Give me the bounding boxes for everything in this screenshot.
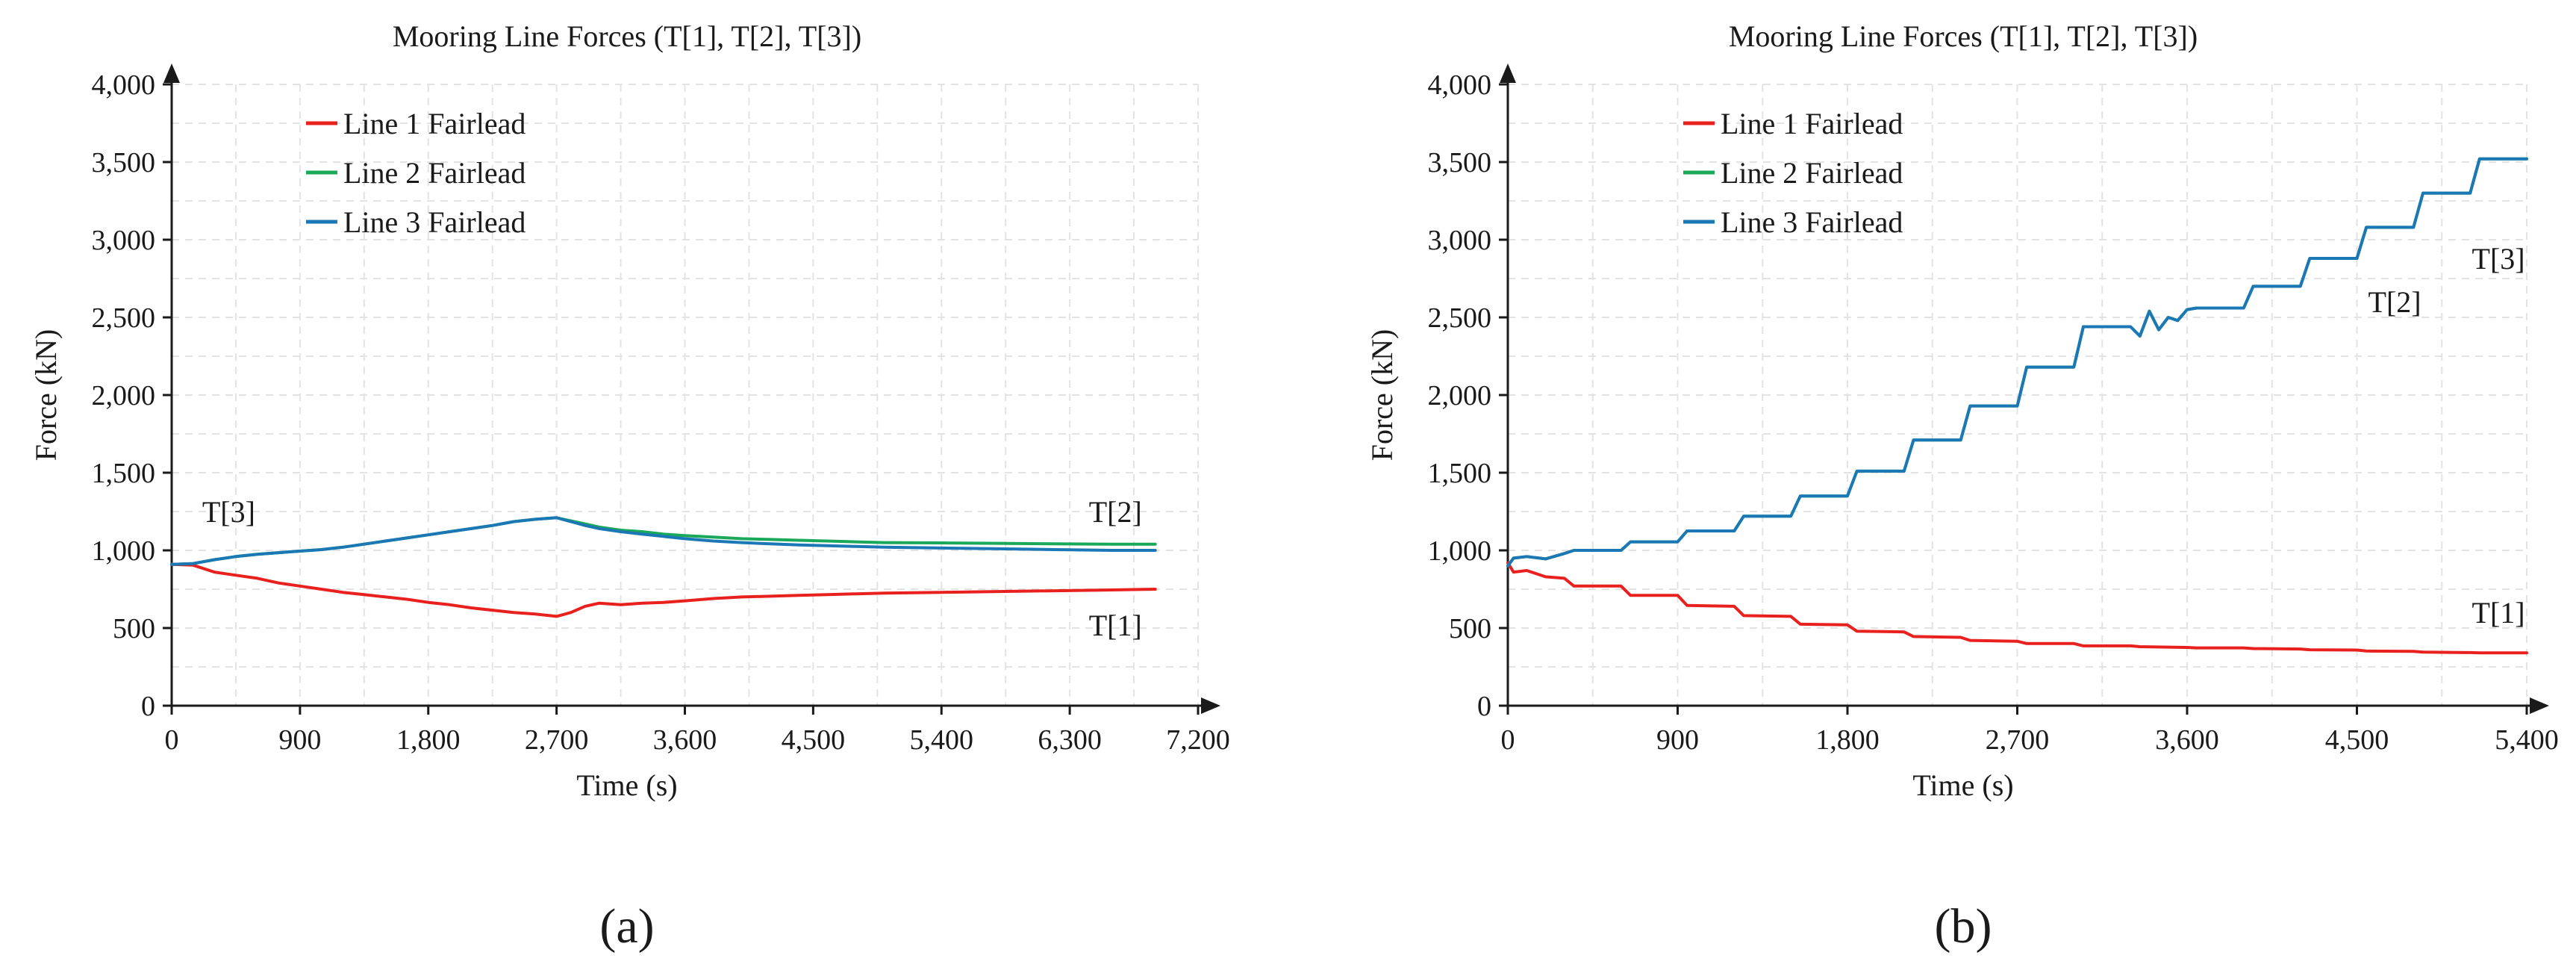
annotation-label: T[1] — [1089, 609, 1142, 642]
legend-label-1: Line 1 Fairlead — [1721, 107, 1903, 140]
gridlines — [1508, 84, 2527, 706]
y-tick-label: 0 — [141, 691, 155, 722]
legend-label-2: Line 2 Fairlead — [1721, 156, 1903, 190]
x-tick-label: 3,600 — [653, 724, 717, 756]
y-tick-label: 4,000 — [1428, 69, 1492, 101]
y-tick-label: 1,000 — [1428, 535, 1492, 567]
x-axis-arrow — [1201, 697, 1220, 714]
x-tick-label: 1,800 — [396, 724, 461, 756]
y-tick-label: 1,500 — [1428, 458, 1492, 489]
x-tick-label: 4,500 — [2325, 724, 2389, 756]
annotation-label: T[2] — [1089, 495, 1142, 529]
x-axis-title: Time (s) — [1912, 768, 2013, 802]
y-tick-label: 3,000 — [1428, 225, 1492, 256]
panel-label: (a) — [599, 899, 654, 954]
gridlines — [172, 84, 1199, 706]
y-tick-label: 1,500 — [92, 458, 156, 489]
x-axis-arrow — [2530, 697, 2549, 714]
x-tick-label: 3,600 — [2155, 724, 2219, 756]
annotation-label: T[2] — [2368, 285, 2421, 319]
y-axis-arrow — [1500, 63, 1516, 83]
series-line-1 — [170, 562, 1157, 618]
y-tick-label: 2,500 — [92, 302, 156, 334]
legend-label-3: Line 3 Fairlead — [1721, 205, 1903, 239]
chart-title: Mooring Line Forces (T[1], T[2], T[3]) — [393, 19, 861, 53]
x-tick-label: 6,300 — [1038, 724, 1102, 756]
annotation-label: T[3] — [2472, 242, 2525, 276]
x-tick-label: 900 — [278, 724, 321, 756]
y-tick-label: 1,000 — [92, 535, 156, 567]
y-tick-label: 0 — [1477, 691, 1491, 722]
x-tick-label: 7,200 — [1166, 724, 1230, 756]
legend: Line 1 Fairlead Line 2 Fairlead Line 3 Fai… — [1683, 107, 1903, 239]
annotation-label: T[1] — [2472, 596, 2525, 630]
y-axis-title: Force (kN) — [1365, 329, 1399, 461]
y-tick-label: 3,500 — [92, 147, 156, 178]
legend: Line 1 Fairlead Line 2 Fairlead Line 3 Fai… — [306, 107, 526, 239]
x-tick-label: 0 — [1501, 724, 1515, 756]
chart-title: Mooring Line Forces (T[1], T[2], T[3]) — [1729, 19, 2198, 53]
y-tick-label: 3,000 — [92, 225, 156, 256]
legend-label-1: Line 1 Fairlead — [343, 107, 526, 140]
x-tick-label: 2,700 — [1986, 724, 2050, 756]
legend-label-2: Line 2 Fairlead — [343, 156, 526, 190]
y-axis-arrow — [163, 63, 180, 83]
y-tick-label: 2,500 — [1428, 302, 1492, 334]
legend-label-3: Line 3 Fairlead — [343, 205, 526, 239]
y-tick-label: 3,500 — [1428, 147, 1492, 178]
series-line-3 — [1506, 157, 2528, 568]
annotation-label: T[3] — [202, 495, 255, 529]
y-tick-label: 2,000 — [92, 380, 156, 411]
x-axis-title: Time (s) — [576, 768, 677, 802]
y-tick-label: 500 — [113, 613, 155, 644]
x-tick-label: 0 — [165, 724, 179, 756]
y-tick-label: 2,000 — [1428, 380, 1492, 411]
series-line-3 — [170, 516, 1157, 566]
y-tick-label: 4,000 — [92, 69, 156, 101]
chart-panel-a: 0 500 1,000 1,500 2,000 2,500 3,000 3,500 4,000 0… — [29, 19, 1230, 954]
x-tick-label: 1,800 — [1815, 724, 1880, 756]
y-axis-title: Force (kN) — [29, 329, 63, 461]
x-tick-label: 900 — [1656, 724, 1699, 756]
panel-label: (b) — [1935, 899, 1992, 954]
x-tick-label: 4,500 — [782, 724, 846, 756]
x-tick-label: 5,400 — [910, 724, 974, 756]
series-line-1 — [1506, 561, 2528, 655]
x-tick-label: 2,700 — [525, 724, 589, 756]
x-tick-label: 5,400 — [2495, 724, 2559, 756]
chart-panel-b: 0 500 1,000 1,500 2,000 2,500 3,000 3,500 4,000 0… — [1365, 19, 2559, 954]
y-tick-label: 500 — [1449, 613, 1491, 644]
series-line-2 — [170, 516, 1157, 566]
